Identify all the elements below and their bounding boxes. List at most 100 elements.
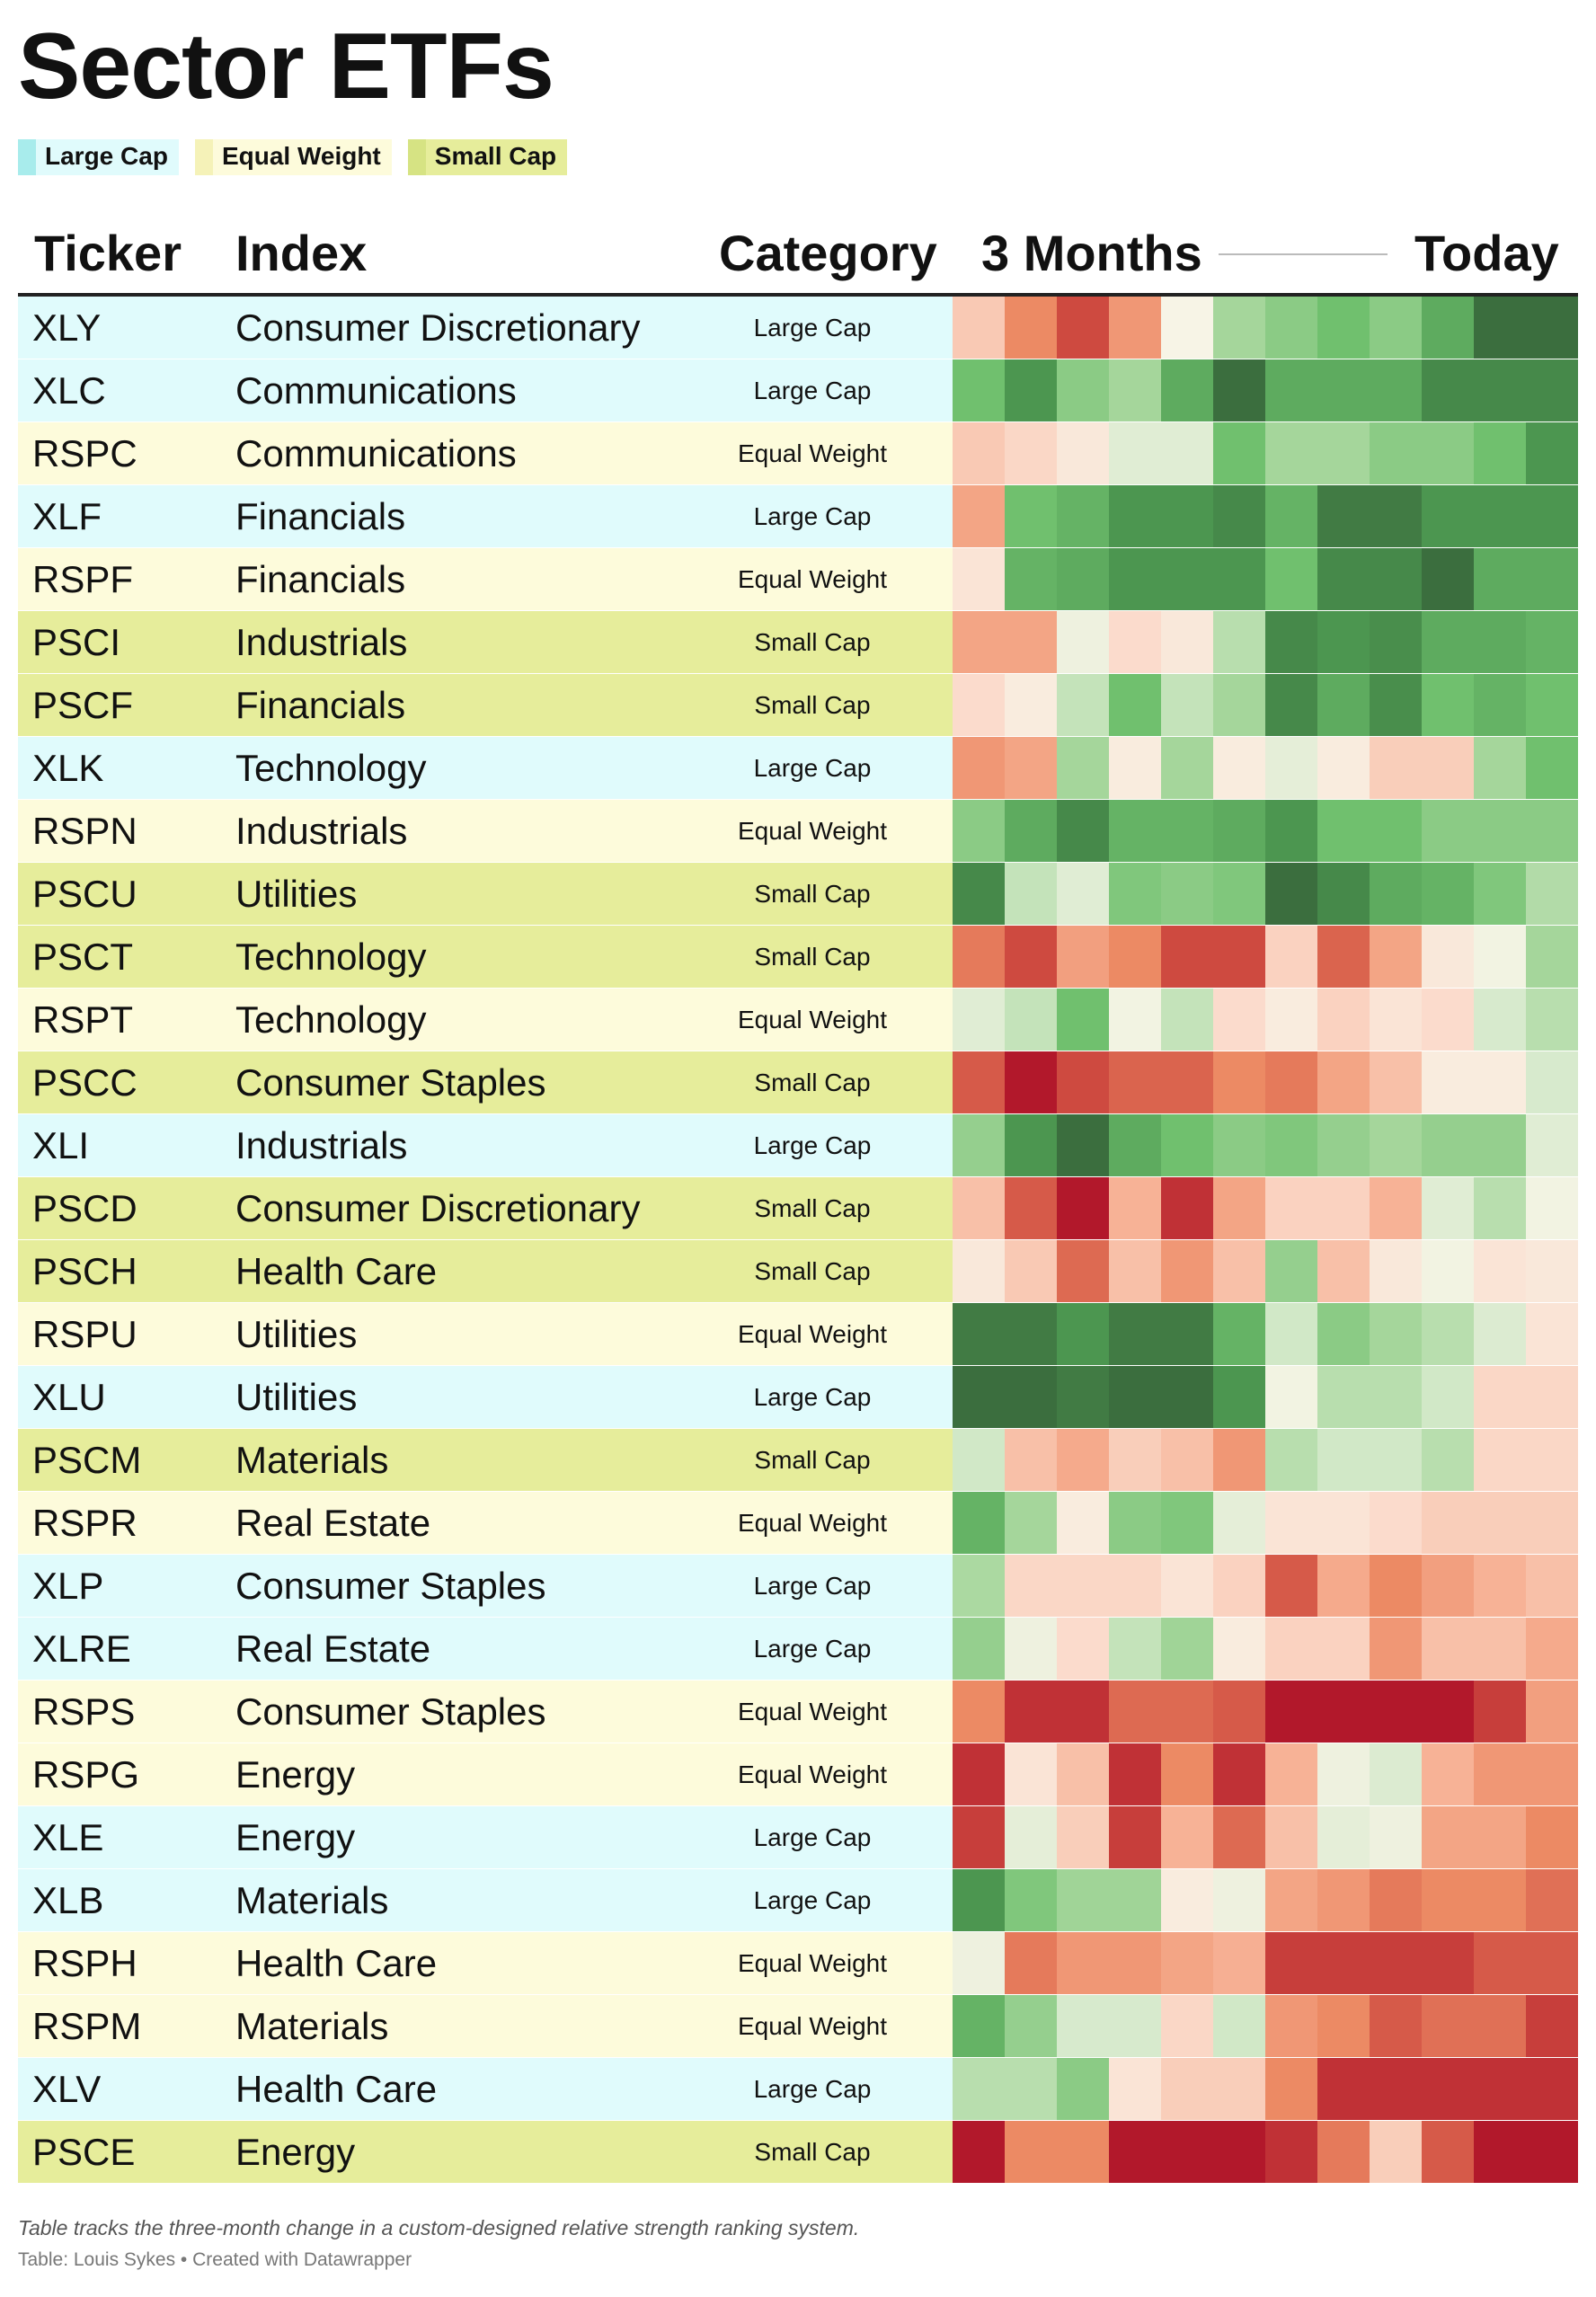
heatmap-cell [1005,2121,1057,2183]
heatmap-cell [1422,1429,1474,1491]
heatmap-cell [1265,1869,1317,1931]
heatmap-cell [1370,548,1422,610]
heatmap-strip [953,359,1578,421]
heatmap-cell [1370,1240,1422,1302]
heatmap-cell [1526,1555,1578,1617]
table-row[interactable]: RSPT Technology Equal Weight [18,989,1578,1051]
heatmap-cell [1057,1303,1109,1365]
heatmap-cell [1474,926,1526,988]
heatmap-cell [1213,1366,1265,1428]
heatmap-cell [1265,1051,1317,1113]
heatmap-cell [1422,1618,1474,1680]
heatmap-cell [1474,1932,1526,1994]
table-row[interactable]: RSPN Industrials Equal Weight [18,800,1578,863]
table-row[interactable]: XLK Technology Large Cap [18,737,1578,800]
table-row[interactable]: XLB Materials Large Cap [18,1869,1578,1932]
heatmap-cell [1422,2058,1474,2120]
column-header-3-months: 3 Months [981,225,1202,281]
heatmap-cell [1474,359,1526,421]
heatmap-cell [1265,611,1317,673]
column-header-category[interactable]: Category [719,225,937,281]
table-row[interactable]: RSPH Health Care Equal Weight [18,1932,1578,1995]
heatmap-strip [953,2058,1578,2120]
table-row[interactable]: RSPS Consumer Staples Equal Weight [18,1681,1578,1743]
table-row[interactable]: PSCT Technology Small Cap [18,926,1578,989]
heatmap-cell [1109,1932,1161,1994]
heatmap-cell [1161,1995,1213,2057]
table-row[interactable]: RSPF Financials Equal Weight [18,548,1578,611]
heatmap-cell [1370,1681,1422,1743]
heatmap-cell [1213,1492,1265,1554]
heatmap-cell [953,989,1005,1051]
heatmap-cell [1526,800,1578,862]
heatmap-cell [1526,1366,1578,1428]
table-row[interactable]: RSPG Energy Equal Weight [18,1743,1578,1806]
heatmap-cell [1161,1051,1213,1113]
heatmap-cell [1317,422,1370,484]
table-row[interactable]: PSCE Energy Small Cap [18,2121,1578,2184]
heatmap-cell [1057,548,1109,610]
table-row[interactable]: PSCM Materials Small Cap [18,1429,1578,1492]
table-row[interactable]: PSCC Consumer Staples Small Cap [18,1051,1578,1114]
page-title: Sector ETFs [18,14,554,119]
heatmap-cell [1265,863,1317,925]
table-row[interactable]: XLP Consumer Staples Large Cap [18,1555,1578,1618]
heatmap-cell [1213,1681,1265,1743]
heatmap-cell [1213,297,1265,359]
heatmap-cell [1057,863,1109,925]
heatmap-cell [1213,1429,1265,1491]
table-row[interactable]: PSCD Consumer Discretionary Small Cap [18,1177,1578,1240]
heatmap-cell [1370,1303,1422,1365]
table-row[interactable]: XLRE Real Estate Large Cap [18,1618,1578,1681]
heatmap-cell [953,1932,1005,1994]
heatmap-cell [1370,674,1422,736]
heatmap-cell [1109,1114,1161,1176]
heatmap-cell [1161,1869,1213,1931]
heatmap-cell [1109,1869,1161,1931]
table-row[interactable]: RSPC Communications Equal Weight [18,422,1578,485]
table-row[interactable]: XLC Communications Large Cap [18,359,1578,422]
table-row[interactable]: PSCH Health Care Small Cap [18,1240,1578,1303]
heatmap-cell [1005,297,1057,359]
column-header-ticker[interactable]: Ticker [34,225,182,281]
heatmap-cell [1474,297,1526,359]
heatmap-cell [1005,1743,1057,1805]
table-row[interactable]: XLV Health Care Large Cap [18,2058,1578,2121]
ticker-cell: XLRE [32,1627,131,1670]
footer-note: Table tracks the three-month change in a… [18,2216,860,2239]
heatmap-cell [1526,1492,1578,1554]
heatmap-strip [953,1995,1578,2057]
table-row[interactable]: PSCF Financials Small Cap [18,674,1578,737]
table-row[interactable]: RSPM Materials Equal Weight [18,1995,1578,2058]
heatmap-cell [1317,1743,1370,1805]
table-row[interactable]: PSCU Utilities Small Cap [18,863,1578,926]
category-cell: Small Cap [754,1257,871,1285]
heatmap-cell [1213,1995,1265,2057]
ticker-cell: XLE [32,1816,104,1858]
table-row[interactable]: XLF Financials Large Cap [18,485,1578,548]
heatmap-cell [1370,1869,1422,1931]
table-row[interactable]: XLU Utilities Large Cap [18,1366,1578,1429]
legend-swatch-large-cap [18,139,36,175]
heatmap-cell [1526,359,1578,421]
table-row[interactable]: XLE Energy Large Cap [18,1806,1578,1869]
heatmap-cell [1161,359,1213,421]
table-row[interactable]: RSPU Utilities Equal Weight [18,1303,1578,1366]
heatmap-cell [1109,485,1161,547]
heatmap-cell [1005,1995,1057,2057]
legend: Large Cap Equal Weight Small Cap [18,139,568,175]
ticker-cell: XLK [32,747,104,789]
heatmap-cell [1057,359,1109,421]
index-cell: Consumer Staples [235,1690,546,1733]
heatmap-cell [1422,1492,1474,1554]
column-header-index[interactable]: Index [235,225,368,281]
table-row[interactable]: XLI Industrials Large Cap [18,1114,1578,1177]
heatmap-cell [1370,359,1422,421]
ticker-cell: RSPN [32,810,137,852]
table-row[interactable]: PSCI Industrials Small Cap [18,611,1578,674]
legend-swatch-equal-weight [194,139,213,175]
heatmap-cell [1317,800,1370,862]
table-row[interactable]: RSPR Real Estate Equal Weight [18,1492,1578,1555]
table-row[interactable]: XLY Consumer Discretionary Large Cap [18,297,1578,359]
ticker-cell: XLC [32,369,106,412]
